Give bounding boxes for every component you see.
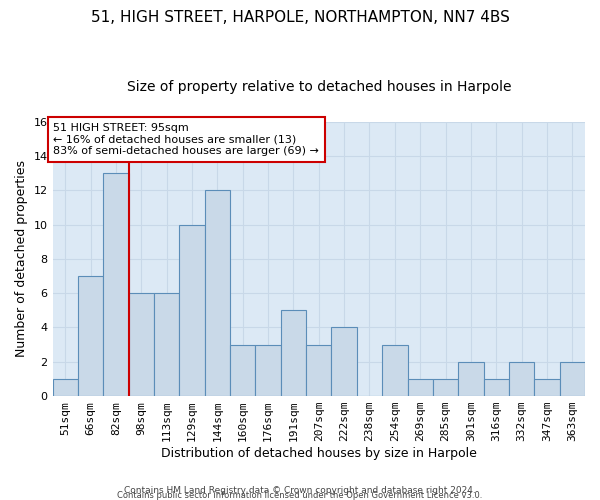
Bar bbox=[407, 379, 433, 396]
Y-axis label: Number of detached properties: Number of detached properties bbox=[15, 160, 28, 358]
Text: Contains public sector information licensed under the Open Government Licence v3: Contains public sector information licen… bbox=[118, 491, 482, 500]
Bar bbox=[205, 190, 230, 396]
Bar bbox=[433, 379, 458, 396]
Text: Contains HM Land Registry data © Crown copyright and database right 2024.: Contains HM Land Registry data © Crown c… bbox=[124, 486, 476, 495]
Bar bbox=[128, 293, 154, 396]
Bar bbox=[78, 276, 103, 396]
Bar bbox=[484, 379, 509, 396]
Bar bbox=[382, 344, 407, 396]
Bar bbox=[306, 344, 331, 396]
Bar bbox=[458, 362, 484, 396]
Bar bbox=[281, 310, 306, 396]
Bar bbox=[534, 379, 560, 396]
Bar bbox=[103, 173, 128, 396]
Bar bbox=[179, 224, 205, 396]
Bar bbox=[256, 344, 281, 396]
X-axis label: Distribution of detached houses by size in Harpole: Distribution of detached houses by size … bbox=[161, 447, 477, 460]
Bar bbox=[560, 362, 585, 396]
Text: 51, HIGH STREET, HARPOLE, NORTHAMPTON, NN7 4BS: 51, HIGH STREET, HARPOLE, NORTHAMPTON, N… bbox=[91, 10, 509, 25]
Bar bbox=[53, 379, 78, 396]
Bar bbox=[331, 328, 357, 396]
Bar bbox=[154, 293, 179, 396]
Text: 51 HIGH STREET: 95sqm
← 16% of detached houses are smaller (13)
83% of semi-deta: 51 HIGH STREET: 95sqm ← 16% of detached … bbox=[53, 123, 319, 156]
Bar bbox=[230, 344, 256, 396]
Bar bbox=[509, 362, 534, 396]
Title: Size of property relative to detached houses in Harpole: Size of property relative to detached ho… bbox=[127, 80, 511, 94]
